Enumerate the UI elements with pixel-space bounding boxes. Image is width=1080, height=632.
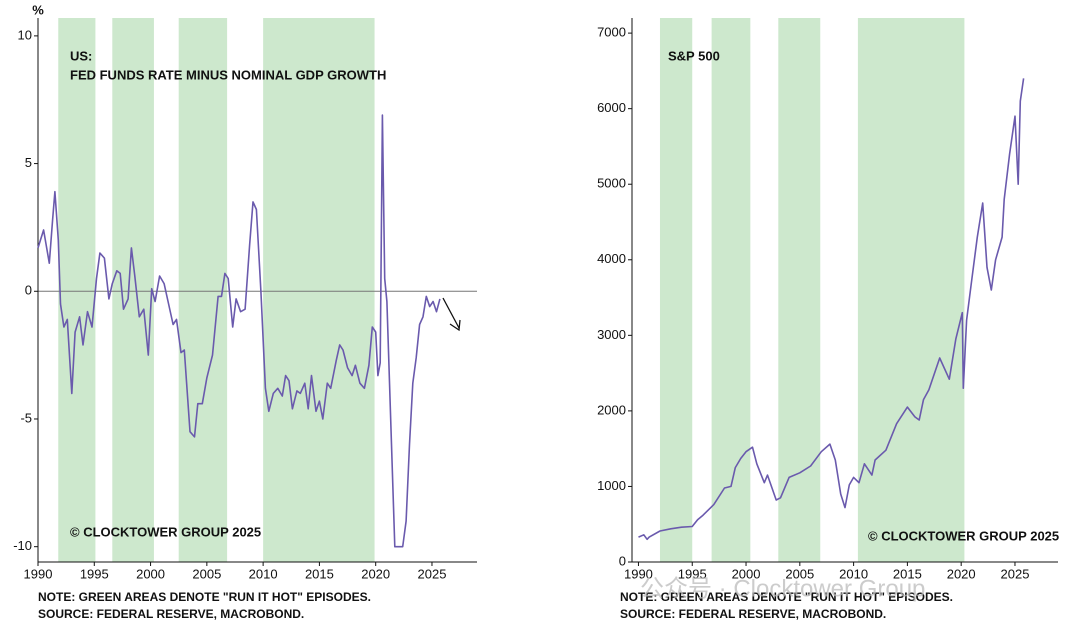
chart-title: US: — [70, 48, 92, 63]
watermark: 公众号 · Clocktower Group — [640, 575, 925, 602]
note: SOURCE: FEDERAL RESERVE, MACROBOND. — [38, 607, 304, 621]
x-tick-label: 1995 — [80, 566, 109, 581]
y-tick-label: -10 — [13, 538, 32, 553]
x-tick-label: 2005 — [785, 566, 814, 581]
shaded-region — [659, 18, 693, 562]
y-tick-label: 2000 — [597, 402, 626, 417]
x-tick-label: 2010 — [839, 566, 868, 581]
shaded-region — [112, 18, 154, 562]
y-tick-label: 0 — [25, 283, 32, 298]
shaded-region — [263, 18, 375, 562]
y-tick-label: 5000 — [597, 176, 626, 191]
y-tick-label: 4000 — [597, 251, 626, 266]
chart-title: S&P 500 — [668, 48, 720, 63]
shaded-region — [857, 18, 965, 562]
y-tick-label: 3000 — [597, 327, 626, 342]
chart-subtitle: FED FUNDS RATE MINUS NOMINAL GDP GROWTH — [70, 67, 386, 82]
shaded-region — [178, 18, 228, 562]
x-tick-label: 2005 — [192, 566, 221, 581]
x-tick-label: 2020 — [947, 566, 976, 581]
x-tick-label: 2025 — [418, 566, 447, 581]
data-line — [37, 114, 441, 548]
y-tick-label: 0 — [619, 553, 626, 568]
y-tick-label: -5 — [20, 410, 32, 425]
y-axis-label: % — [32, 2, 44, 17]
x-tick-label: 1995 — [678, 566, 707, 581]
x-tick-label: 2015 — [893, 566, 922, 581]
shaded-region — [778, 18, 821, 562]
note: NOTE: GREEN AREAS DENOTE "RUN IT HOT" EP… — [620, 590, 953, 604]
x-tick-label: 2025 — [1001, 566, 1030, 581]
y-tick-label: 5 — [25, 155, 32, 170]
x-tick-label: 2015 — [305, 566, 334, 581]
x-tick-label: 2020 — [361, 566, 390, 581]
shaded-region — [58, 18, 96, 562]
x-tick-label: 1990 — [624, 566, 653, 581]
trend-arrow — [442, 297, 461, 332]
y-tick-label: 1000 — [597, 478, 626, 493]
note: NOTE: GREEN AREAS DENOTE "RUN IT HOT" EP… — [38, 590, 371, 604]
x-tick-label: 2010 — [249, 566, 278, 581]
x-tick-label: 1990 — [24, 566, 53, 581]
y-tick-label: 10 — [18, 27, 32, 42]
y-tick-label: 6000 — [597, 100, 626, 115]
data-line — [638, 78, 1025, 541]
x-tick-label: 2000 — [732, 566, 761, 581]
annotation: © CLOCKTOWER GROUP 2025 — [868, 528, 1059, 543]
y-tick-label: 7000 — [597, 25, 626, 40]
shaded-region — [711, 18, 751, 562]
annotation: © CLOCKTOWER GROUP 2025 — [70, 524, 261, 539]
x-tick-label: 2000 — [136, 566, 165, 581]
note: SOURCE: FEDERAL RESERVE, MACROBOND. — [620, 607, 886, 621]
